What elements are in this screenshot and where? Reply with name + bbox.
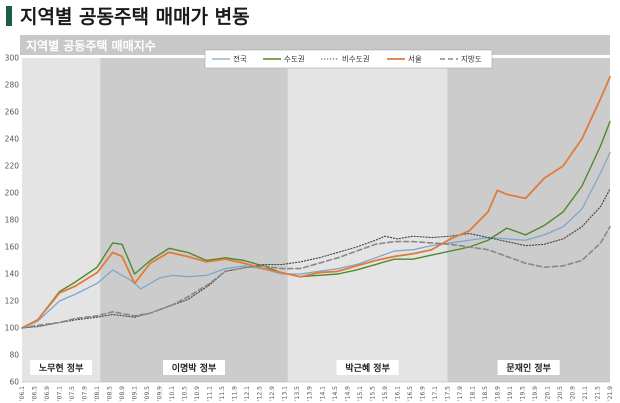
era-band-3 (447, 58, 610, 382)
series-line-3 (21, 76, 611, 329)
y-tick-label: 220 (5, 162, 20, 171)
era-label-box-1 (163, 360, 226, 375)
x-tick-label: '16.5 (407, 386, 414, 401)
x-tick-label: '12.1 (244, 386, 251, 401)
x-tick-label: '07.5 (69, 386, 76, 401)
x-tick-label: '20.1 (544, 386, 551, 401)
x-tick-label: '08.9 (119, 386, 126, 401)
x-tick-label: '14.9 (344, 386, 351, 401)
x-tick-label: '11.9 (232, 386, 239, 401)
x-tick-label: '17.5 (444, 386, 451, 401)
y-axis: 60 80 100 120 140 160 180 200 220 240 260 280 300 (5, 54, 20, 387)
era-label-2: 박근혜 정부 (345, 362, 390, 374)
x-tick-label: '06.5 (32, 386, 39, 401)
legend-label-3: 서울 (408, 55, 422, 64)
x-tick-label: '18.5 (482, 386, 489, 401)
x-tick-label: '12.5 (257, 386, 264, 401)
x-tick-label: '11.1 (207, 386, 214, 401)
x-tick-label: '19.1 (507, 386, 514, 401)
title-accent-bar (6, 6, 12, 26)
x-tick-label: '18.1 (469, 386, 476, 401)
series-line-1 (21, 120, 611, 329)
y-tick-label: 80 (9, 351, 19, 360)
y-tick-label: 280 (5, 81, 20, 90)
x-tick-label: '09.9 (157, 386, 164, 401)
legend-box (204, 49, 493, 69)
era-label-box-3 (497, 360, 560, 375)
x-tick-label: '19.9 (532, 386, 539, 401)
era-band-1 (100, 58, 288, 382)
era-label-box-2 (336, 360, 399, 375)
x-tick-label: '12.9 (269, 386, 276, 401)
series-line-2 (21, 188, 611, 329)
y-tick-label: 140 (5, 270, 20, 279)
x-tick-label: '14.5 (332, 386, 339, 401)
legend-label-2: 비수도권 (342, 55, 370, 64)
y-tick-label: 100 (5, 324, 20, 333)
y-tick-label: 180 (5, 216, 20, 225)
series-line-0 (21, 151, 611, 329)
x-tick-label: '17.9 (457, 386, 464, 401)
y-tick-label: 160 (5, 243, 20, 252)
x-tick-label: '10.1 (169, 386, 176, 401)
legend-label-0: 전국 (233, 54, 247, 64)
x-tick-label: '13.1 (282, 386, 289, 401)
x-tick-label: '21.1 (582, 386, 589, 401)
x-axis: '06.1 '06.5 '06.9 '07.1 '07.5 '07.9 '08.1 '08.5… (19, 381, 614, 401)
x-tick-label: '09.5 (144, 386, 151, 401)
x-tick-label: '15.9 (382, 386, 389, 401)
era-band-0 (22, 58, 101, 382)
x-tick-label: '20.9 (569, 386, 576, 401)
x-tick-label: '14.1 (319, 386, 326, 401)
page-title: 지역별 공동주택 매매가 변동 (20, 6, 250, 28)
x-tick-label: '18.9 (494, 386, 501, 401)
x-tick-label: '06.9 (44, 386, 51, 401)
x-tick-label: '19.5 (519, 386, 526, 401)
legend: 전국 수도권 비수도권 서울 지방도 (204, 49, 493, 69)
legend-label-4: 지방도 (461, 54, 482, 64)
era-label-box-0 (30, 360, 93, 375)
y-tick-label: 240 (5, 135, 20, 144)
era-label-1: 이명박 정부 (172, 362, 217, 374)
era-label-3: 문재인 정부 (506, 362, 551, 374)
x-tick-label: '16.9 (419, 386, 426, 401)
x-tick-label: '13.9 (307, 386, 314, 401)
x-tick-label: '15.5 (369, 386, 376, 401)
x-tick-label: '08.5 (107, 386, 114, 401)
x-tick-label: '09.1 (132, 386, 139, 401)
y-tick-label: 200 (5, 189, 20, 198)
legend-label-1: 수도권 (284, 55, 305, 64)
x-tick-label: '13.5 (294, 386, 301, 401)
x-tick-label: '11.5 (219, 386, 226, 401)
x-tick-label: '10.9 (194, 386, 201, 401)
series-group (21, 76, 611, 329)
era-bands (22, 58, 610, 382)
x-tick-label: '07.1 (57, 386, 64, 401)
series-line-4 (21, 225, 611, 329)
era-band-2 (287, 58, 448, 382)
x-tick-label: '21.9 (607, 386, 614, 401)
x-tick-label: '16.1 (394, 386, 401, 401)
y-tick-label: 120 (5, 297, 20, 306)
x-tick-label: '17.1 (432, 386, 439, 401)
era-label-group: 노무현 정부 이명박 정부 박근혜 정부 문재인 정부 (30, 360, 560, 375)
y-tick-label: 260 (5, 108, 20, 117)
x-tick-label: '06.1 (19, 386, 26, 401)
era-label-0: 노무현 정부 (39, 362, 84, 374)
x-tick-label: '20.5 (557, 386, 564, 401)
y-tick-label: 60 (9, 378, 19, 387)
x-tick-label: '21.5 (594, 386, 601, 401)
x-tick-label: '08.1 (94, 386, 101, 401)
x-tick-label: '07.9 (82, 386, 89, 401)
y-tick-label: 300 (5, 54, 20, 63)
x-tick-label: '15.1 (357, 386, 364, 401)
chart-title: 지역별 공동주택 매매지수 (26, 38, 156, 53)
x-tick-label: '10.5 (182, 386, 189, 401)
